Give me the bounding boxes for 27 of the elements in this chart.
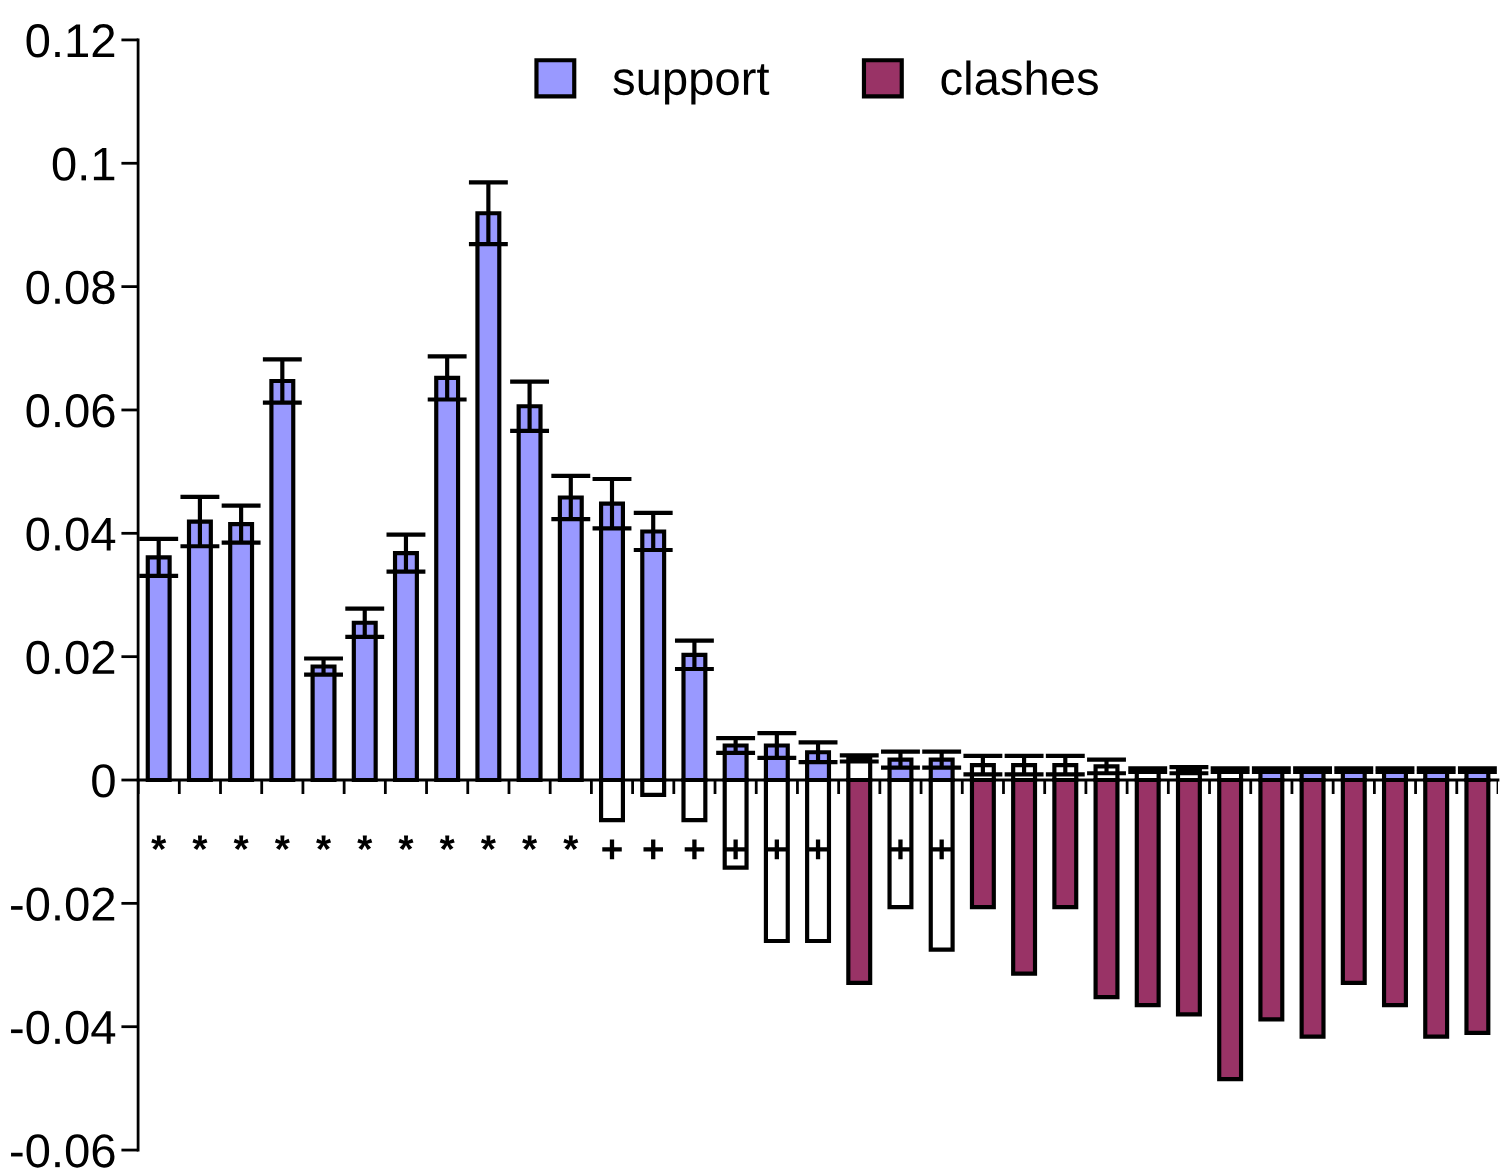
- y-tick-label: 0.04: [26, 517, 116, 551]
- y-tick-label: -0.04: [11, 1010, 116, 1045]
- data-label: *: [357, 835, 373, 850]
- data-label: +: [684, 839, 705, 860]
- y-tick-label: -0.02: [11, 887, 115, 921]
- data-label: *: [233, 835, 249, 850]
- data-label: +: [643, 839, 663, 860]
- y-tick-label: 0: [92, 764, 115, 798]
- y-tick-label: 0.02: [26, 640, 115, 675]
- y-tick-label: 0.1: [52, 147, 115, 181]
- y-tick-label: 0.12: [26, 24, 115, 58]
- y-tick-label: 0.08: [26, 270, 115, 305]
- data-label: +: [602, 839, 622, 860]
- data-label: *: [522, 835, 538, 850]
- legend-label: clashes: [941, 60, 1098, 96]
- data-label: *: [316, 835, 332, 850]
- legend-label: support: [613, 64, 770, 105]
- data-label: *: [151, 835, 167, 850]
- y-tick-label: -0.06: [11, 1134, 115, 1168]
- data-label: +: [767, 839, 787, 860]
- data-label: *: [563, 835, 579, 850]
- data-label: *: [398, 835, 414, 850]
- data-label: *: [439, 835, 455, 850]
- data-label: *: [480, 835, 496, 850]
- y-tick-label: 0.06: [26, 394, 115, 428]
- data-label: *: [192, 835, 208, 850]
- data-label: *: [274, 835, 290, 850]
